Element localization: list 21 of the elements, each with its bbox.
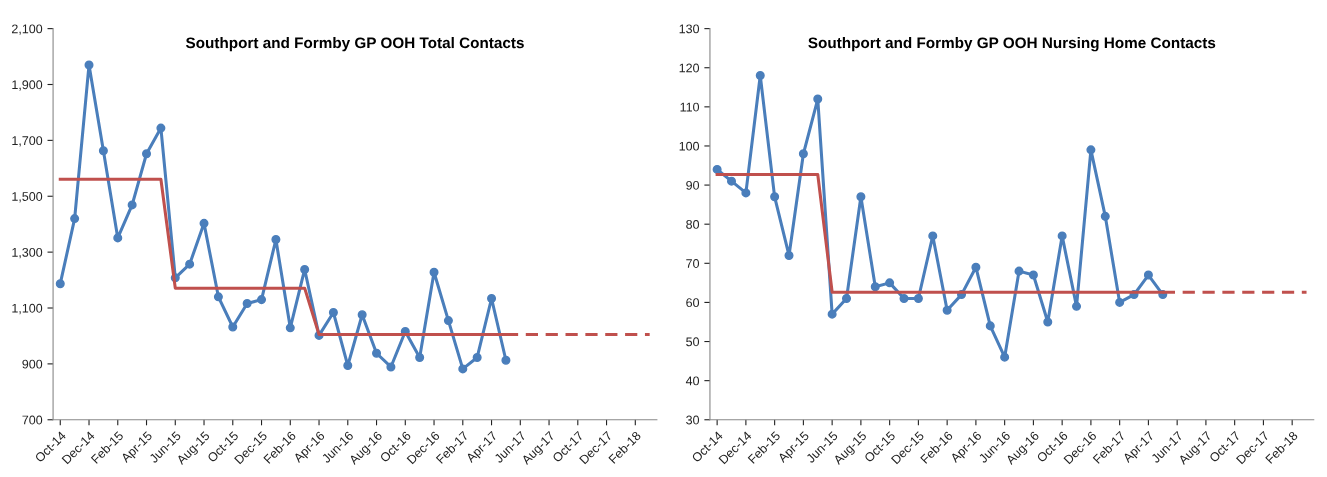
y-tick-label: 1,700 — [12, 136, 43, 147]
y-tick-label: 40 — [685, 376, 700, 386]
y-tick-label: 60 — [686, 298, 700, 308]
y-tick-label: 1,500 — [12, 192, 43, 203]
y-tick-label: 900 — [22, 359, 43, 369]
y-tick-label: 110 — [680, 102, 700, 112]
y-tick-label: 2,100 — [12, 24, 43, 35]
y-tick-label: 1,100 — [12, 303, 43, 315]
y-tick-label: 100 — [679, 141, 700, 151]
y-tick-label: 70 — [686, 259, 700, 268]
y-tick-label: 1,300 — [12, 247, 43, 259]
text: Southport and Formby GP OOH Nursing Home Contacts — [808, 36, 1216, 52]
y-tick-label: 130 — [679, 24, 700, 34]
y-tick-label: 120 — [679, 63, 700, 73]
y-tick-label: 90 — [686, 180, 700, 190]
y-tick-label: 700 — [22, 415, 43, 425]
text: Southport and Formby GP OOH Total Contacts — [185, 36, 524, 52]
y-tick-label: 30 — [686, 415, 700, 425]
y-tick-label: 1,900 — [12, 80, 43, 91]
y-tick-label: 50 — [686, 337, 700, 347]
y-tick-label: 80 — [686, 219, 700, 229]
